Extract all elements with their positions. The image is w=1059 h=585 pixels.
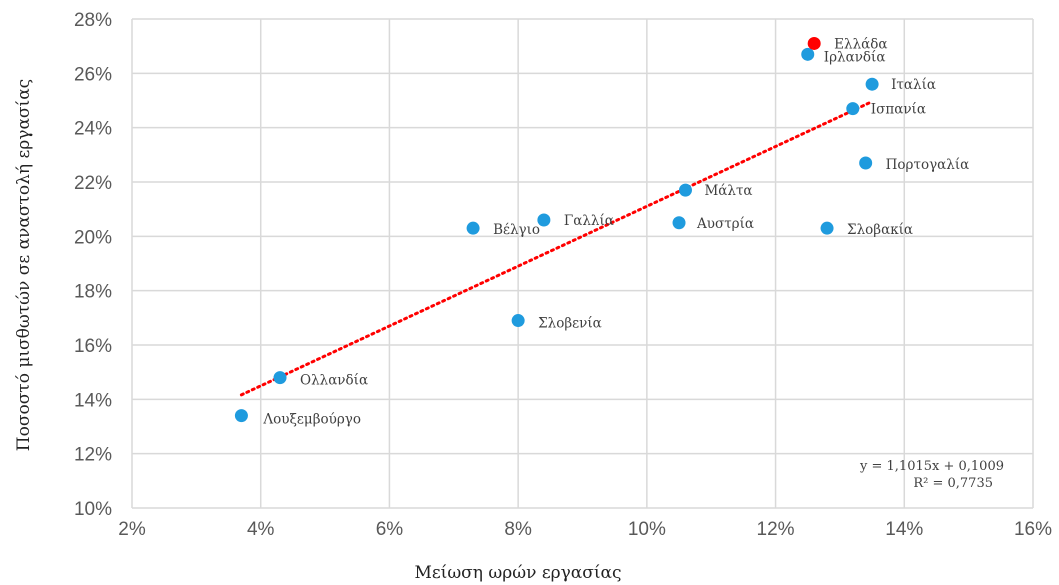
data-point [537,213,551,227]
x-tick-label: 6% [376,519,404,540]
data-point [273,371,287,385]
trendline [239,100,874,397]
data-point [678,183,692,197]
point-label: Ελλάδα [834,36,887,52]
x-tick-label: 8% [504,519,532,540]
y-tick-label: 12% [74,445,112,466]
x-tick-label: 16% [1014,519,1052,540]
data-point [846,102,860,116]
point-label: Αυστρία [696,216,754,232]
point-labels: Λουξεμβούργο Ολλανδία Βέλγιο Σλοβενία Γαλλία… [262,36,969,427]
x-axis-title: Μείωση ωρών εργασίας [414,563,621,583]
y-tick-label: 10% [74,499,112,520]
x-tick-label: 14% [885,519,923,540]
data-point [801,47,815,61]
data-point [466,221,480,235]
data-point [820,221,834,235]
point-label: Γαλλία [564,213,614,229]
point-label: Ισπανία [871,102,926,118]
trendline-r2: R² = 0,7735 [913,476,993,491]
x-tick-label: 12% [757,519,795,540]
point-label: Σλοβενία [538,316,602,332]
grid [131,18,1034,509]
data-point [511,314,525,328]
x-tick-label: 4% [247,519,275,540]
y-tick-label: 18% [74,282,112,303]
y-tick-label: 26% [74,64,112,85]
trendline-group [239,100,874,397]
point-label: Ιταλία [891,77,936,93]
y-tick-label: 16% [74,336,112,357]
point-label: Μάλτα [704,183,752,199]
y-tick-label: 24% [74,119,112,140]
point-label: Βέλγιο [493,222,540,238]
data-point [234,409,248,423]
x-tick-label: 2% [118,519,146,540]
y-tick-label: 28% [74,10,112,31]
point-label: Σλοβακία [847,222,913,238]
point-label: Πορτογαλία [886,157,970,173]
data-point [672,216,686,230]
point-label: Ιρλανδία [824,49,886,65]
y-tick-label: 14% [74,390,112,411]
x-tick-label: 10% [628,519,666,540]
data-point [859,156,873,170]
point-label: Λουξεμβούργο [262,412,361,428]
y-tick-label: 22% [74,173,112,194]
data-points [234,36,879,423]
x-axis-ticks: 2% 4% 6% 8% 10% 12% 14% 16% [118,519,1052,540]
y-axis-title: Ποσοστό μισθωτών σε αναστολή εργασίας [14,79,34,451]
trendline-equation: y = 1,1015x + 0,1009 [859,459,1004,474]
y-tick-label: 20% [74,227,112,248]
data-point [865,77,879,91]
point-label: Ολλανδία [300,373,368,389]
y-axis-ticks: 10% 12% 14% 16% 18% 20% 22% 24% 26% 28% [74,10,112,520]
data-point [807,36,821,50]
